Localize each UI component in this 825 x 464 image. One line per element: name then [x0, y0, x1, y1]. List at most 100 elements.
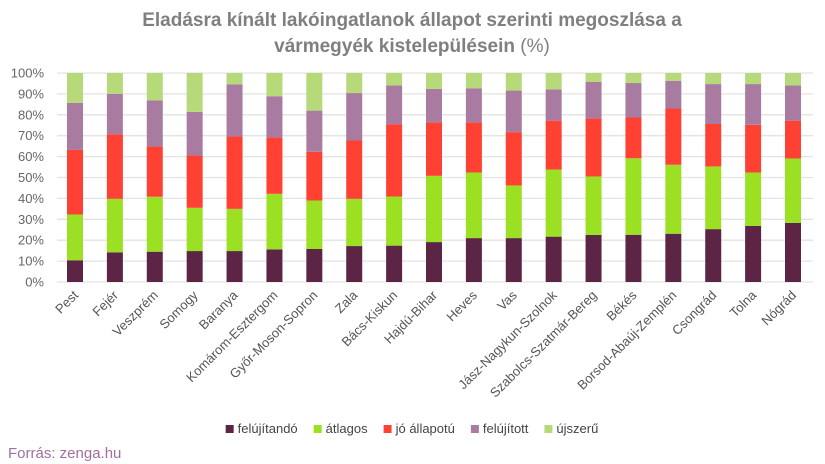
bar-segment: [665, 164, 682, 234]
bar-segment: [426, 242, 442, 282]
bar-segment: [266, 73, 283, 97]
bar-segment: [585, 118, 602, 177]
bar-segment: [386, 73, 403, 86]
bar-segment: [545, 169, 562, 237]
bar-segment: [186, 111, 203, 156]
bar-segment: [266, 193, 283, 250]
bar-segment: [505, 73, 522, 91]
bar-segment: [226, 208, 243, 252]
x-tick-label: Vas: [494, 287, 520, 313]
x-tick-label: Békés: [603, 287, 640, 324]
chart-title-line2: vármegyék kistelepülésein (%): [274, 36, 550, 57]
bar-segment: [146, 73, 163, 101]
bar-segment: [146, 196, 163, 252]
y-tick-label: 30%: [18, 212, 44, 227]
bar-segment: [106, 73, 123, 94]
y-tick-label: 100%: [11, 66, 45, 81]
bar-segment: [346, 93, 363, 141]
y-tick-label: 60%: [18, 149, 44, 164]
legend-item: újszerű: [544, 421, 598, 436]
x-tick-label: Zala: [332, 287, 361, 316]
bar-segment: [426, 73, 442, 89]
bar-segment: [625, 234, 642, 282]
bar-segment: [745, 73, 762, 85]
legend-swatch: [470, 425, 479, 433]
bar-segment: [545, 120, 562, 170]
legend-label: felújítandó: [238, 421, 298, 436]
legend-label: felújított: [483, 421, 529, 436]
bar-segment: [785, 158, 801, 223]
bar-segment: [346, 140, 363, 199]
bar-segment: [465, 73, 482, 89]
source-note: Forrás: zenga.hu: [8, 445, 121, 462]
bar-segment: [745, 172, 762, 226]
bar-segment: [106, 252, 123, 282]
bar-segment: [705, 123, 722, 167]
bar-segment: [625, 73, 642, 84]
bar-segment: [306, 248, 323, 282]
bar-segment: [146, 251, 163, 282]
bar-segment: [226, 251, 243, 282]
legend: felújítandó átlagos jó állapotú felújított ú…: [225, 421, 598, 436]
bar-segment: [465, 238, 482, 282]
bar-segment: [665, 80, 682, 109]
x-tick-label: Tolna: [727, 287, 760, 320]
bar-segment: [705, 166, 722, 230]
bar-segment: [67, 149, 83, 215]
bar-segment: [67, 260, 83, 282]
bar-segment: [785, 120, 801, 159]
bar-segment: [186, 155, 203, 208]
bar-segment: [346, 246, 363, 282]
legend-item: átlagos: [313, 421, 368, 436]
bar-segment: [186, 73, 203, 112]
chart-title-text: vármegyék kistelepülésein: [274, 36, 515, 57]
bar-segment: [386, 85, 403, 125]
x-axis: Pest FejérVeszprémSomogyBaranyaKomárom-Es…: [52, 287, 799, 400]
bar-segment: [426, 122, 442, 176]
legend-label: újszerű: [556, 421, 598, 436]
bar-segment: [745, 124, 762, 173]
bar-segment: [705, 229, 722, 282]
y-tick-label: 80%: [18, 107, 44, 122]
legend-label: jó állapotú: [395, 421, 455, 436]
bar-segment: [67, 73, 83, 103]
bar-segment: [386, 245, 403, 282]
bar-segment: [505, 90, 522, 133]
x-tick-label: Nógrád: [758, 288, 799, 329]
x-tick-label: Fejér: [89, 287, 121, 319]
bar-segment: [625, 83, 642, 118]
bar-segment: [186, 207, 203, 252]
bar-segment: [306, 200, 323, 249]
bar-segment: [346, 198, 363, 247]
bar-segment: [426, 88, 442, 123]
y-tick-label: 50%: [18, 170, 44, 185]
bar-segment: [386, 196, 403, 246]
bar-segment: [705, 73, 722, 85]
bar-segment: [306, 110, 323, 152]
bar-segment: [785, 73, 801, 86]
y-tick-label: 70%: [18, 128, 44, 143]
bar-segment: [306, 73, 323, 111]
bar-segment: [745, 225, 762, 282]
bars: [67, 73, 801, 282]
y-tick-label: 40%: [18, 191, 44, 206]
legend-label: átlagos: [326, 421, 368, 436]
chart-title-unit: (%): [520, 36, 550, 57]
bar-segment: [266, 96, 283, 138]
bar-segment: [585, 73, 602, 82]
bar-segment: [226, 84, 243, 137]
bar-segment: [625, 117, 642, 159]
bar-segment: [346, 73, 363, 94]
bar-segment: [226, 136, 243, 209]
bar-segment: [665, 73, 682, 81]
bar-segment: [745, 84, 762, 125]
bar-segment: [625, 158, 642, 235]
bar-segment: [226, 73, 243, 85]
bar-segment: [505, 185, 522, 239]
bar-segment: [585, 234, 602, 282]
bar-segment: [186, 251, 203, 282]
y-tick-label: 90%: [18, 86, 44, 101]
bar-segment: [386, 124, 403, 197]
legend-item: jó állapotú: [383, 421, 455, 436]
